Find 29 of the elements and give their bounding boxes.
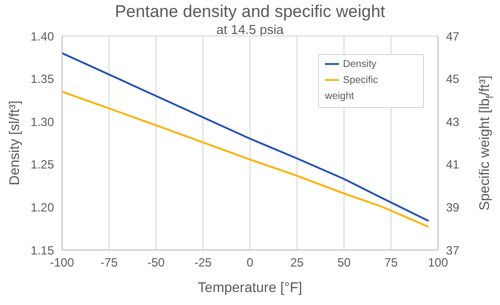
chart-title: Pentane density and specific weight <box>114 2 386 22</box>
x-tick-label: 75 <box>384 256 398 270</box>
y2-tick-label: 39 <box>446 200 460 214</box>
y-tick-label: 1.20 <box>30 200 54 214</box>
y-tick-label: 1.40 <box>30 29 54 44</box>
x-tick-label: -75 <box>100 256 118 270</box>
legend-label: Density <box>343 59 376 70</box>
x-tick-label: 50 <box>337 256 351 270</box>
x-tick-label: 0 <box>246 256 254 270</box>
y2-tick-label: 45 <box>446 72 460 86</box>
y-tick-label: 1.15 <box>30 243 54 258</box>
y-axis-title: Density [sl/ft³] <box>6 100 22 186</box>
x-tick-label: -100 <box>50 256 74 270</box>
x-tick-label: 100 <box>428 256 448 270</box>
legend-label: Specific weight <box>325 75 378 102</box>
x-tick-label: 25 <box>290 256 304 270</box>
x-tick-label: -25 <box>194 256 212 270</box>
x-tick-label: -50 <box>147 256 165 270</box>
y2-tick-label: 41 <box>446 158 460 172</box>
chart-subtitle: at 14.5 psia <box>216 22 284 37</box>
y-tick-label: 1.30 <box>30 114 54 129</box>
y2-tick-label: 43 <box>446 114 460 129</box>
y2-tick-label: 47 <box>446 29 460 44</box>
y-tick-label: 1.35 <box>30 72 54 86</box>
y-tick-label: 1.25 <box>30 158 54 172</box>
y2-tick-label: 37 <box>446 243 460 258</box>
x-axis-title: Temperature [°F] <box>198 279 302 295</box>
line-series <box>62 90 430 228</box>
line-series <box>62 52 430 222</box>
